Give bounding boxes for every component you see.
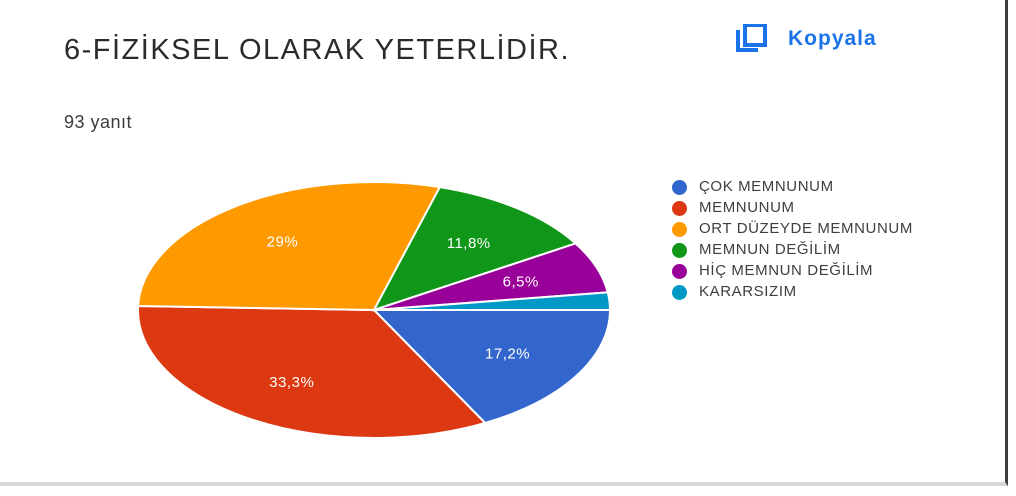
slice-value-label: 17,2%: [485, 345, 530, 362]
pie-slice[interactable]: [373, 291, 612, 311]
pie-slice[interactable]: [137, 304, 487, 439]
slice-value-label: 6,5%: [503, 274, 539, 291]
legend-item: ORT DÜZEYDE MEMNUNUM: [672, 220, 972, 238]
legend-label: HİÇ MEMNUN DEĞİLİM: [699, 262, 874, 279]
pie-slice[interactable]: [371, 185, 578, 312]
legend-item: HİÇ MEMNUN DEĞİLİM: [672, 262, 972, 280]
legend-item: MEMNUNUM: [672, 199, 972, 217]
legend-label: ORT DÜZEYDE MEMNUNUM: [699, 220, 913, 237]
legend-label: MEMNUNUM: [699, 199, 795, 216]
legend-label: KARARSIZIM: [699, 283, 797, 300]
slice-value-label: 33,3%: [269, 374, 314, 391]
copy-label: Kopyala: [788, 27, 877, 50]
pie-chart: 17,2% 33,3% 29% 11,8% 6,5%: [137, 181, 612, 439]
legend-item: MEMNUN DEĞİLİM: [672, 241, 972, 259]
pie-slice[interactable]: [371, 309, 612, 425]
copy-button[interactable]: Kopyala: [734, 24, 877, 54]
legend-item: KARARSIZIM: [672, 283, 972, 301]
legend-swatch: [672, 264, 687, 279]
legend-label: ÇOK MEMNUNUM: [699, 178, 834, 195]
slice-value-label: 29%: [267, 234, 299, 251]
legend-item: ÇOK MEMNUNUM: [672, 178, 972, 196]
pie-slice[interactable]: [137, 181, 442, 312]
slice-value-label: 11,8%: [447, 235, 491, 252]
chart-legend: ÇOK MEMNUNUM MEMNUNUM ORT DÜZEYDE MEMNUNUM…: [672, 178, 972, 304]
legend-swatch: [672, 285, 687, 300]
legend-swatch: [672, 180, 687, 195]
legend-swatch: [672, 201, 687, 216]
question-title: 6-FİZİKSEL OLARAK YETERLİDİR.: [64, 34, 571, 66]
response-count: 93 yanıt: [64, 112, 133, 132]
legend-label: MEMNUN DEĞİLİM: [699, 241, 841, 258]
legend-swatch: [672, 243, 687, 258]
copy-icon: [734, 24, 768, 54]
legend-swatch: [672, 222, 687, 237]
chart-card: 6-FİZİKSEL OLARAK YETERLİDİR. 93 yanıt K…: [0, 0, 1008, 486]
